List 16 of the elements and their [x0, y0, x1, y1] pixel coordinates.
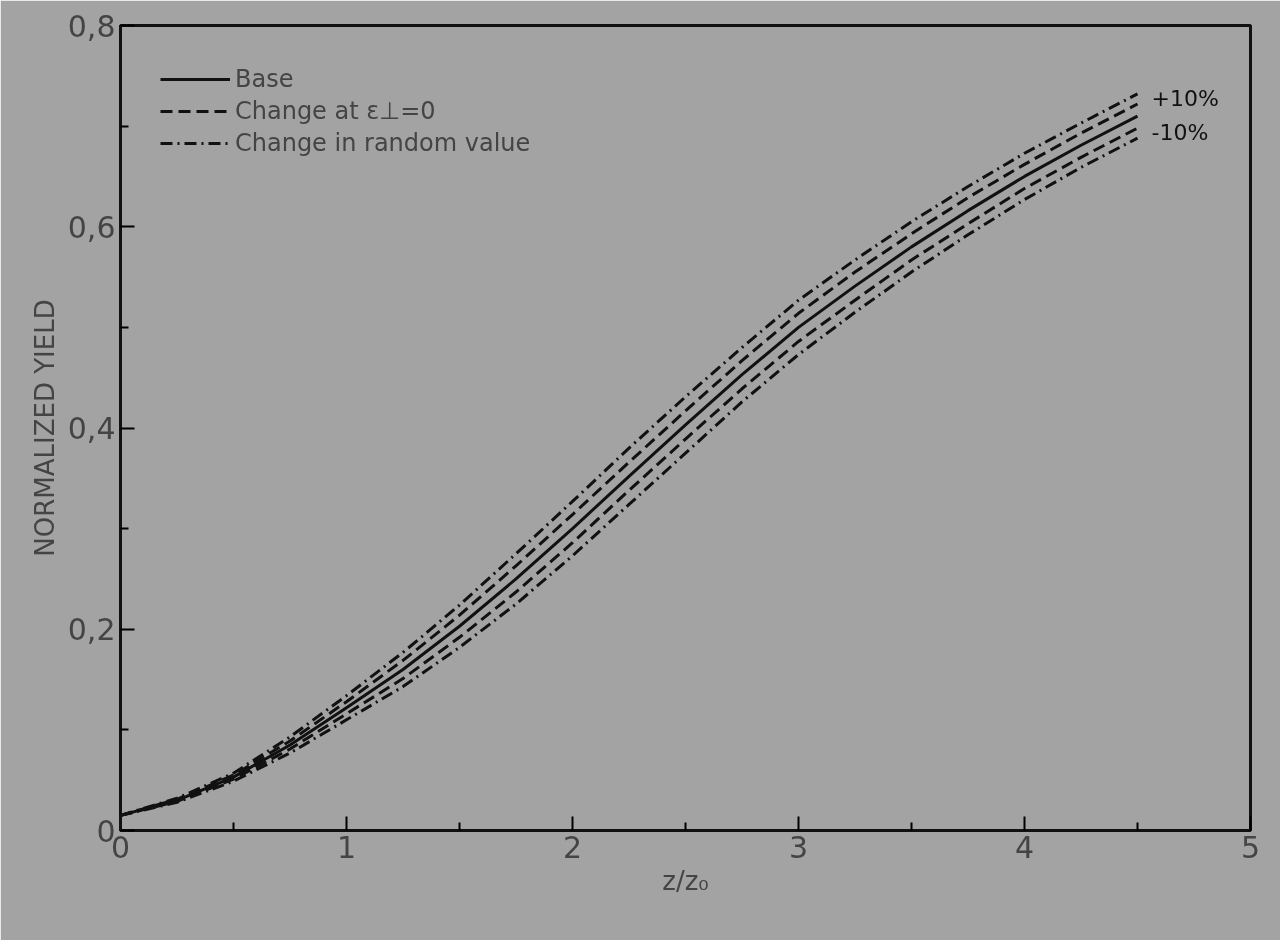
x-tick-label: 1 [336, 829, 357, 865]
y-tick-label: 0,4 [67, 411, 116, 446]
x-tick-label: 5 [1240, 829, 1261, 865]
legend-label: Change in random value [235, 129, 531, 157]
legend-label: Change at ε⊥=0 [235, 97, 436, 125]
x-tick-label: 2 [562, 829, 583, 865]
y-tick-label: 0,6 [67, 209, 116, 245]
x-axis-title: z/z₀ [662, 865, 709, 896]
x-tick-label: 3 [788, 829, 809, 865]
y-tick-label: 0,2 [67, 612, 116, 648]
annotation: -10% [1151, 120, 1209, 146]
legend-label: Base [235, 65, 294, 93]
y-tick-label: 0,8 [67, 8, 116, 44]
x-tick-label: 4 [1014, 829, 1035, 865]
annotation: +10% [1151, 85, 1219, 111]
y-axis-title: NORMALIZED YIELD [29, 299, 60, 557]
